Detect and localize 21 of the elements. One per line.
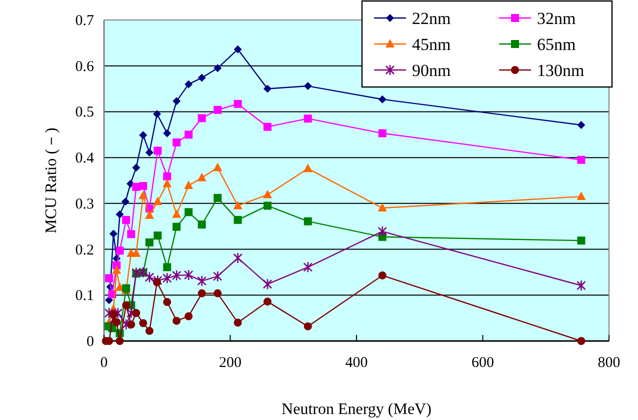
y-tick-label: 0.1 — [75, 288, 94, 304]
y-tick-label: 0.4 — [75, 150, 94, 167]
y-axis-title: MCU Ratio (－) — [43, 128, 60, 234]
legend-label: 65nm — [537, 35, 576, 54]
x-axis-title: Neutron Energy (MeV) — [282, 401, 432, 418]
legend-label: 22nm — [412, 9, 451, 28]
y-tick-label: 0.6 — [75, 58, 94, 75]
x-tick-label: 0 — [100, 355, 108, 371]
y-tick-label: 0.2 — [75, 242, 94, 258]
legend-label: 130nm — [537, 61, 584, 80]
x-tick-label: 200 — [219, 355, 242, 371]
y-tick-label: 0.3 — [75, 196, 94, 212]
x-tick-label: 600 — [472, 355, 494, 371]
legend-label: 32nm — [537, 9, 576, 28]
x-tick-label: 400 — [345, 355, 368, 371]
legend-label: 90nm — [412, 61, 451, 80]
legend-label: 45nm — [412, 35, 451, 54]
y-tick-label: 0.5 — [75, 104, 94, 121]
x-tick-label: 800 — [598, 355, 620, 371]
y-tick-label: 0 — [86, 334, 94, 350]
y-tick-label: 0.7 — [75, 13, 94, 29]
